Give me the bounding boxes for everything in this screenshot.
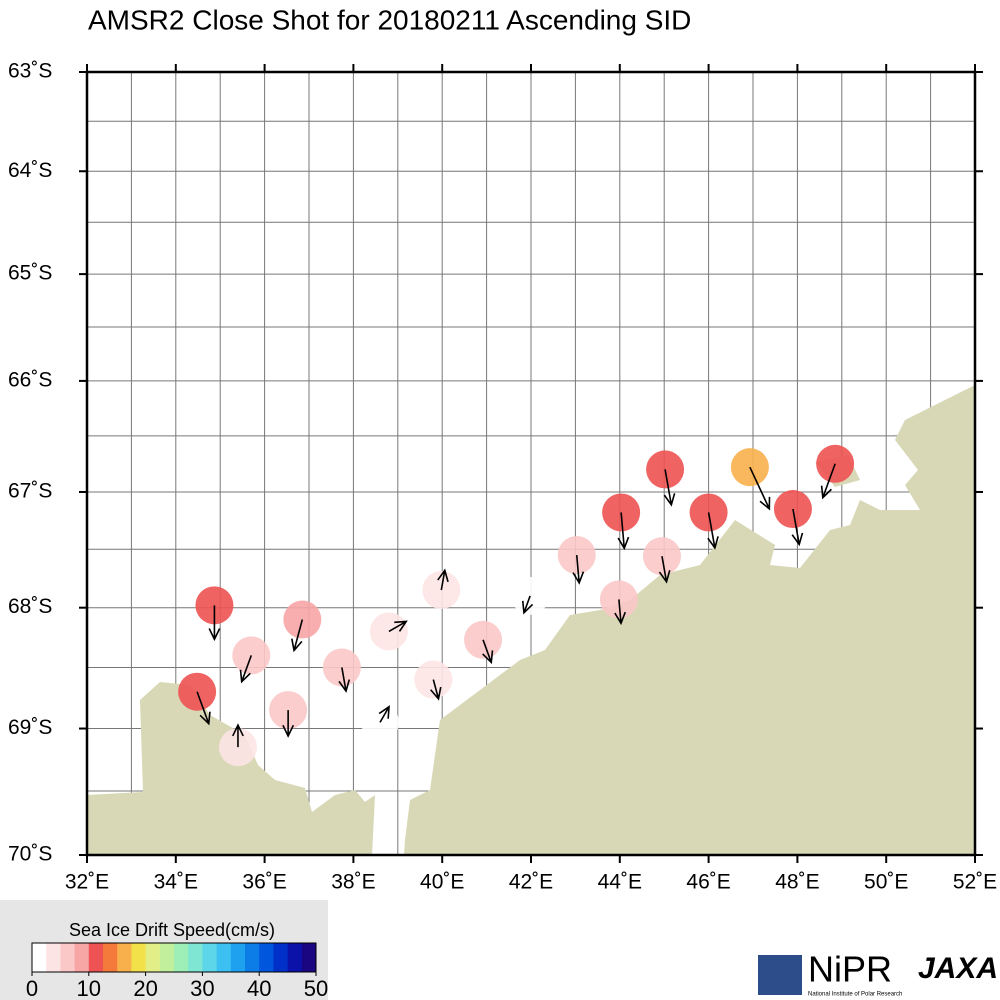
nipr-emblem <box>758 955 802 995</box>
colorbar-swatch <box>145 943 161 972</box>
y-tick-label: 63˚S <box>8 60 52 83</box>
drift-arrow <box>388 620 408 633</box>
colorbar-swatch <box>32 943 47 972</box>
colorbar-swatch <box>88 943 104 972</box>
jaxa-text: JAXA <box>918 952 998 985</box>
colorbar-swatch <box>273 943 289 972</box>
colorbar-tick-label: 40 <box>247 976 271 1000</box>
drift-arrow <box>614 599 627 626</box>
colorbar-swatch <box>131 943 147 972</box>
drift-arrow <box>232 723 244 748</box>
drift-arrow <box>196 691 211 726</box>
drift-arrow <box>791 508 804 547</box>
drift-arrow <box>437 568 449 591</box>
x-tick-label: 46˚E <box>686 871 730 894</box>
colorbar-swatch <box>245 943 260 972</box>
drift-arrow <box>572 554 585 585</box>
colorbar-title: Sea Ice Drift Speed(cm/s) <box>69 920 275 940</box>
drift-arrow <box>749 466 771 511</box>
colorbar-swatch <box>230 943 246 972</box>
colorbar-tick-label: 20 <box>133 976 157 1000</box>
drift-arrow <box>707 512 719 550</box>
y-tick-label: 69˚S <box>8 716 52 739</box>
colorbar-swatch <box>259 943 274 972</box>
colorbar-tick-label: 50 <box>304 976 328 1000</box>
drift-arrow <box>239 655 253 684</box>
drift-arrow <box>338 667 351 693</box>
drift-arrow <box>663 469 676 507</box>
x-tick-label: 52˚E <box>953 871 997 894</box>
y-tick-label: 70˚S <box>8 843 52 866</box>
x-tick-label: 40˚E <box>420 871 464 894</box>
colorbar: 0 10 20 30 40 50 <box>26 942 328 1000</box>
drift-arrow <box>430 679 442 701</box>
colorbar-swatch <box>60 943 76 972</box>
coast <box>404 385 975 855</box>
nipr-caption: National Institute of Polar Research <box>808 992 902 998</box>
nipr-text: NiPR <box>808 949 892 990</box>
drift-arrow <box>282 710 295 738</box>
x-tick-label: 48˚E <box>775 871 819 894</box>
x-tick-label: 50˚E <box>864 871 908 894</box>
colorbar-swatch <box>301 943 317 972</box>
drift-arrow <box>820 463 836 500</box>
x-tick-label: 38˚E <box>331 871 375 894</box>
colorbar-tick-label: 10 <box>77 976 101 1000</box>
map-title: AMSR2 Close Shot for 20180211 Ascending … <box>88 4 691 35</box>
x-tick-label: 34˚E <box>154 871 198 894</box>
colorbar-swatch <box>188 943 203 972</box>
colorbar-tick-label: 30 <box>190 976 214 1000</box>
y-tick-label: 65˚S <box>8 262 52 285</box>
drift-arrow <box>521 595 534 615</box>
drift-arrow <box>658 556 671 584</box>
drift-arrow <box>208 605 221 642</box>
colorbar-swatch <box>287 943 303 972</box>
y-tick-label: 67˚S <box>8 480 52 503</box>
y-tick-label: 68˚S <box>8 595 52 618</box>
colorbar-swatch <box>46 943 61 972</box>
drift-arrow <box>617 512 630 551</box>
x-tick-label: 44˚E <box>598 871 642 894</box>
colorbar-swatch <box>103 943 118 972</box>
colorbar-swatch <box>74 943 90 972</box>
colorbar-swatch <box>202 943 218 972</box>
x-tick-label: 32˚E <box>65 871 109 894</box>
nipr-logo: NiPR National Institute of Polar Researc… <box>758 949 902 998</box>
drift-arrow <box>291 619 304 653</box>
colorbar-swatch <box>117 943 132 972</box>
x-tick-label: 42˚E <box>509 871 553 894</box>
drift-arrow <box>482 639 494 665</box>
colorbar-swatch <box>159 943 175 972</box>
colorbar-tick-label: 0 <box>26 976 38 1000</box>
drift-arrow <box>378 705 390 723</box>
colorbar-swatch <box>174 943 189 972</box>
colorbar-frame <box>31 942 317 973</box>
y-tick-label: 64˚S <box>8 159 52 182</box>
drift-points <box>178 444 855 767</box>
y-tick-label: 66˚S <box>8 368 52 391</box>
coast <box>87 682 375 855</box>
colorbar-swatch <box>216 943 232 972</box>
x-tick-label: 36˚E <box>242 871 286 894</box>
